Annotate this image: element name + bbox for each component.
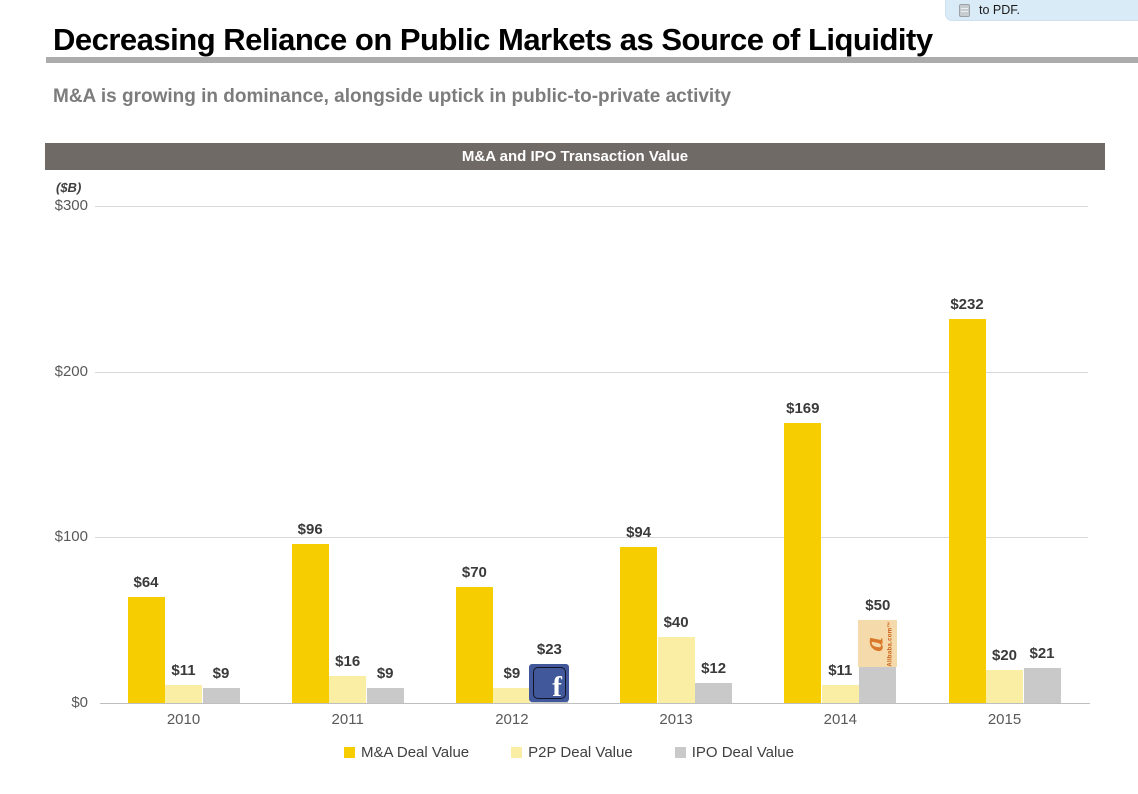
x-axis-label-2013: 2013 xyxy=(659,711,693,728)
bar-ma-2010 xyxy=(127,596,165,703)
value-label-ma-2013: $94 xyxy=(626,524,652,542)
value-label-p2p-2015: $20 xyxy=(991,646,1018,664)
x-axis-label-2015: 2015 xyxy=(987,711,1022,728)
y-axis-unit-label: ($B) xyxy=(56,180,82,195)
bar-ipo-2011 xyxy=(366,688,404,703)
page-subtitle: M&A is growing in dominance, alongside u… xyxy=(53,86,732,107)
legend-item-p2p: P2P Deal Value xyxy=(511,744,633,761)
gridline-200 xyxy=(95,371,1088,373)
page-title: Decreasing Reliance on Public Markets as… xyxy=(53,22,933,57)
chart-title: M&A and IPO Transaction Value xyxy=(461,148,689,165)
export-tooltip-text: to PDF. xyxy=(979,3,1020,17)
document-icon xyxy=(959,3,970,17)
facebook-logo: f xyxy=(528,664,569,704)
bar-ma-2015 xyxy=(948,318,986,703)
x-axis-label-2011: 2011 xyxy=(331,711,364,728)
legend-label-ipo: IPO Deal Value xyxy=(691,744,794,761)
alibaba-logo-art: a Alibaba.com™ xyxy=(859,621,894,667)
bar-p2p-2013 xyxy=(657,636,695,703)
alibaba-logo: a Alibaba.com™ xyxy=(858,620,898,668)
value-label-ipo-2014: $50 xyxy=(865,597,891,615)
x-axis-label-2010: 2010 xyxy=(166,711,201,728)
chart-title-bar: M&A and IPO Transaction Value xyxy=(45,143,1105,170)
value-label-ipo-2013: $12 xyxy=(701,660,727,678)
bar-p2p-2011 xyxy=(329,676,367,703)
value-label-p2p-2012: $9 xyxy=(503,665,521,683)
bar-ma-2013 xyxy=(620,547,658,703)
y-axis-tick-label: $200 xyxy=(54,362,88,380)
bar-ma-2012 xyxy=(455,587,493,703)
export-tooltip: to PDF. xyxy=(945,0,1138,21)
legend-item-ipo: IPO Deal Value xyxy=(674,744,794,761)
value-label-p2p-2014: $11 xyxy=(828,661,853,679)
x-axis-label-2012: 2012 xyxy=(495,711,529,728)
legend-item-ma: M&A Deal Value xyxy=(344,744,469,761)
legend-swatch-p2p xyxy=(511,747,523,758)
x-axis-baseline xyxy=(100,703,1090,704)
gridline-100 xyxy=(95,537,1088,539)
bar-ma-2011 xyxy=(291,543,329,703)
bar-p2p-2015 xyxy=(986,669,1023,703)
alibaba-a-glyph: a xyxy=(859,635,889,652)
chart-legend: M&A Deal Value P2P Deal Value IPO Deal Val… xyxy=(0,744,1138,761)
bar-ipo-2015 xyxy=(1023,668,1061,703)
gridline-300 xyxy=(95,206,1088,207)
legend-swatch-ipo xyxy=(674,747,686,758)
legend-label-ma: M&A Deal Value xyxy=(361,744,470,761)
value-label-ipo-2010: $9 xyxy=(212,665,230,683)
bar-ipo-2010 xyxy=(202,688,240,703)
value-label-ipo-2012: $23 xyxy=(536,641,562,658)
value-label-ma-2014: $169 xyxy=(786,400,820,418)
value-label-ipo-2015: $21 xyxy=(1029,645,1055,663)
y-axis-tick-label: $0 xyxy=(71,694,88,711)
facebook-logo-outline xyxy=(532,667,566,699)
value-label-p2p-2011: $16 xyxy=(335,653,361,671)
x-axis-label-2014: 2014 xyxy=(823,711,857,728)
bar-p2p-2012 xyxy=(493,688,531,703)
value-label-p2p-2013: $40 xyxy=(663,613,689,631)
legend-swatch-ma xyxy=(344,747,356,758)
y-axis-tick-label: $100 xyxy=(54,528,88,546)
bar-ma-2014 xyxy=(784,423,822,703)
value-label-p2p-2010: $11 xyxy=(171,661,196,679)
title-underline xyxy=(46,57,1138,63)
bar-p2p-2010 xyxy=(165,684,202,703)
alibaba-wordmark: Alibaba.com™ xyxy=(887,621,894,667)
facebook-f-glyph: f xyxy=(552,671,562,704)
value-label-ma-2011: $96 xyxy=(297,520,323,538)
bar-p2p-2014 xyxy=(821,684,859,703)
value-label-ipo-2011: $9 xyxy=(376,665,394,683)
value-label-ma-2012: $70 xyxy=(461,564,487,582)
bar-ipo-2013 xyxy=(695,683,733,703)
legend-label-p2p: P2P Deal Value xyxy=(528,744,633,761)
value-label-ma-2010: $64 xyxy=(133,573,159,591)
y-axis-tick-label: $300 xyxy=(54,197,88,214)
value-label-ma-2015: $232 xyxy=(950,295,984,313)
